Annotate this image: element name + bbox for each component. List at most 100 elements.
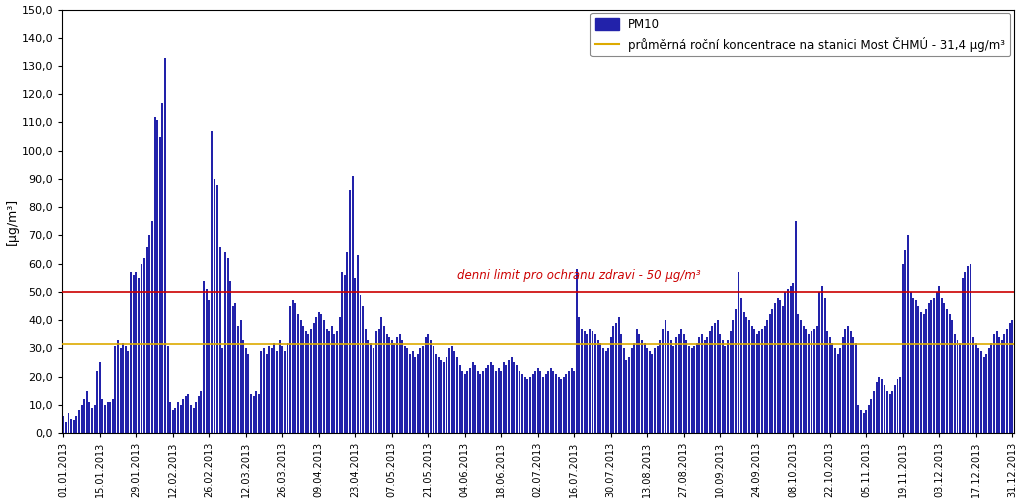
Bar bbox=[544, 374, 546, 433]
Bar bbox=[568, 371, 570, 433]
Bar bbox=[266, 354, 268, 433]
Bar bbox=[469, 368, 471, 433]
Bar bbox=[891, 391, 893, 433]
Bar bbox=[310, 328, 312, 433]
Bar bbox=[758, 331, 760, 433]
Bar bbox=[485, 368, 487, 433]
Bar bbox=[876, 382, 878, 433]
Bar bbox=[771, 309, 773, 433]
Bar bbox=[623, 349, 625, 433]
Bar bbox=[292, 300, 294, 433]
Bar bbox=[659, 340, 661, 433]
Bar bbox=[962, 278, 964, 433]
Bar bbox=[286, 343, 288, 433]
Bar bbox=[448, 349, 450, 433]
Bar bbox=[581, 328, 583, 433]
Bar bbox=[652, 354, 654, 433]
Bar bbox=[443, 363, 445, 433]
Bar bbox=[594, 334, 596, 433]
Bar bbox=[670, 340, 672, 433]
Bar bbox=[248, 354, 250, 433]
Bar bbox=[795, 221, 797, 433]
Bar bbox=[677, 334, 679, 433]
Bar bbox=[219, 246, 221, 433]
Bar bbox=[401, 340, 403, 433]
Bar bbox=[140, 264, 142, 433]
Bar bbox=[192, 407, 194, 433]
Bar bbox=[475, 365, 476, 433]
Bar bbox=[766, 320, 768, 433]
Bar bbox=[461, 371, 463, 433]
Bar bbox=[372, 349, 374, 433]
Bar bbox=[602, 349, 604, 433]
Bar bbox=[529, 377, 531, 433]
Bar bbox=[873, 391, 875, 433]
Bar bbox=[980, 351, 982, 433]
Bar bbox=[862, 413, 864, 433]
Bar bbox=[714, 323, 716, 433]
Bar bbox=[925, 309, 927, 433]
Bar bbox=[438, 357, 440, 433]
Bar bbox=[204, 281, 205, 433]
Bar bbox=[93, 405, 95, 433]
Bar bbox=[500, 371, 502, 433]
Bar bbox=[558, 377, 560, 433]
Bar bbox=[328, 331, 330, 433]
Bar bbox=[503, 363, 504, 433]
Bar bbox=[790, 286, 792, 433]
Bar bbox=[180, 405, 181, 433]
Bar bbox=[904, 249, 906, 433]
Bar bbox=[115, 346, 117, 433]
Bar bbox=[907, 235, 908, 433]
Bar bbox=[933, 298, 935, 433]
Bar bbox=[628, 357, 630, 433]
Bar bbox=[370, 343, 372, 433]
Bar bbox=[738, 272, 740, 433]
Bar bbox=[276, 351, 278, 433]
Bar bbox=[135, 272, 137, 433]
Bar bbox=[704, 340, 706, 433]
Bar bbox=[827, 331, 828, 433]
Bar bbox=[206, 289, 208, 433]
Bar bbox=[153, 117, 155, 433]
Bar bbox=[988, 349, 989, 433]
Bar bbox=[834, 349, 836, 433]
Bar bbox=[295, 303, 297, 433]
Bar bbox=[832, 343, 834, 433]
Bar bbox=[844, 328, 846, 433]
Bar bbox=[584, 331, 585, 433]
Bar bbox=[649, 351, 651, 433]
Bar bbox=[722, 340, 724, 433]
Bar bbox=[605, 351, 607, 433]
Bar bbox=[993, 334, 995, 433]
Bar bbox=[375, 331, 377, 433]
Bar bbox=[539, 371, 541, 433]
Bar bbox=[477, 371, 479, 433]
Bar bbox=[946, 309, 948, 433]
Bar bbox=[680, 328, 682, 433]
Bar bbox=[727, 340, 729, 433]
Bar bbox=[157, 120, 159, 433]
Bar bbox=[96, 371, 98, 433]
Bar bbox=[620, 334, 622, 433]
Bar bbox=[221, 349, 223, 433]
Bar bbox=[566, 374, 568, 433]
Bar bbox=[313, 323, 314, 433]
Bar bbox=[381, 317, 383, 433]
Bar bbox=[195, 402, 197, 433]
Bar bbox=[995, 331, 997, 433]
Bar bbox=[435, 354, 437, 433]
Bar bbox=[534, 371, 536, 433]
Bar bbox=[756, 334, 758, 433]
Bar bbox=[610, 337, 612, 433]
Bar bbox=[923, 314, 925, 433]
Bar bbox=[62, 416, 64, 433]
Bar bbox=[928, 303, 930, 433]
Bar bbox=[818, 292, 820, 433]
Bar bbox=[383, 326, 385, 433]
Bar bbox=[112, 399, 114, 433]
Bar bbox=[104, 405, 106, 433]
Bar bbox=[918, 306, 920, 433]
Bar bbox=[746, 317, 747, 433]
Bar bbox=[717, 320, 718, 433]
